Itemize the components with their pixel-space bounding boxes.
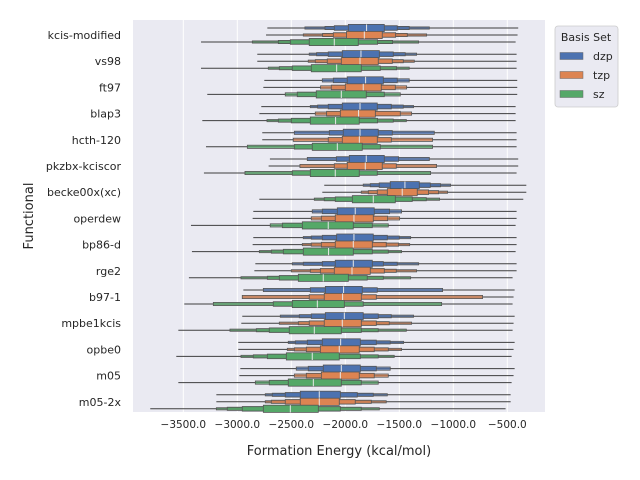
boxen-tzp-vs98 bbox=[257, 57, 517, 66]
boxen-tzp-becke00x(xc) bbox=[322, 188, 527, 197]
box-iqr bbox=[342, 128, 379, 137]
boxen-dzp-ft97 bbox=[264, 76, 518, 85]
y-tick-label: rge2 bbox=[96, 265, 121, 278]
boxen-dzp-opbe0 bbox=[238, 338, 515, 347]
boxen-sz-rge2 bbox=[188, 273, 513, 282]
x-axis-ticks: −3500.0 −3000.0 −2500.0 −2000.0 −1500.0 −1000… bbox=[161, 419, 527, 431]
legend-label-tzp: tzp bbox=[593, 69, 610, 82]
boxen-sz-m05 bbox=[178, 378, 512, 387]
boxen-tzp-bp86-d bbox=[252, 240, 517, 249]
y-tick-label: m05 bbox=[96, 370, 121, 383]
boxen-tzp-kcis-modified bbox=[266, 30, 518, 39]
boxen-sz-vs98 bbox=[201, 64, 517, 73]
boxen-sz-mpbe1kcis bbox=[178, 326, 513, 335]
box-iqr bbox=[299, 390, 341, 399]
boxen-tzp-m05 bbox=[239, 371, 514, 380]
boxen-marks bbox=[150, 23, 527, 413]
boxen-sz-m05-2x bbox=[150, 404, 506, 413]
boxen-dzp-vs98 bbox=[257, 50, 517, 59]
y-tick-label: bp86-d bbox=[82, 239, 121, 252]
boxen-tzp-opbe0 bbox=[238, 345, 514, 354]
legend-label-dzp: dzp bbox=[593, 50, 613, 63]
y-tick-label: kcis-modified bbox=[48, 29, 121, 42]
box-iqr bbox=[291, 299, 345, 308]
boxen-dzp-m05-2x bbox=[216, 390, 511, 399]
y-tick-label: becke00x(xc) bbox=[47, 186, 121, 199]
boxen-tzp-pkzbx-kciscor bbox=[268, 161, 519, 170]
boxen-dzp-m05 bbox=[240, 364, 515, 373]
boxen-sz-kcis-modified bbox=[201, 38, 516, 47]
legend-frame bbox=[554, 25, 619, 108]
boxen-tzp-rge2 bbox=[254, 266, 517, 275]
boxen-sz-pkzbx-kciscor bbox=[203, 168, 517, 177]
x-tick-label: −2000.0 bbox=[323, 419, 369, 431]
y-tick-label: m05-2x bbox=[79, 396, 122, 409]
boxen-dzp-b97-1 bbox=[243, 285, 515, 294]
box-iqr bbox=[339, 109, 376, 118]
box-iqr bbox=[336, 207, 375, 216]
boxen-dzp-pkzbx-kciscor bbox=[269, 154, 519, 163]
boxen-tzp-b97-1 bbox=[241, 292, 514, 301]
x-tick-label: −2500.0 bbox=[269, 419, 315, 431]
x-axis-label: Formation Energy (kcal/mol) bbox=[247, 444, 431, 459]
y-tick-label: operdew bbox=[73, 212, 121, 225]
boxen-dzp-bp86-d bbox=[253, 233, 517, 242]
y-tick-label: opbe0 bbox=[87, 343, 121, 356]
boxen-sz-ft97 bbox=[207, 90, 518, 99]
x-tick-label: −3000.0 bbox=[215, 419, 261, 431]
y-tick-label: blap3 bbox=[90, 108, 121, 121]
boxen-sz-b97-1 bbox=[184, 299, 513, 308]
boxen-dzp-operdew bbox=[253, 207, 517, 216]
y-axis-label: Functional bbox=[22, 183, 37, 250]
legend-swatch-tzp bbox=[559, 71, 584, 79]
boxen-tzp-operdew bbox=[252, 214, 517, 223]
box-iqr bbox=[285, 352, 340, 361]
boxen-dzp-rge2 bbox=[255, 259, 517, 268]
boxen-dzp-becke00x(xc) bbox=[324, 181, 527, 190]
legend-title: Basis Set bbox=[561, 31, 612, 44]
x-tick-label: −500.0 bbox=[488, 419, 527, 431]
box-iqr bbox=[309, 116, 360, 125]
boxen-tzp-m05-2x bbox=[216, 397, 511, 406]
y-tick-label: vs98 bbox=[95, 55, 121, 68]
boxen-sz-bp86-d bbox=[191, 247, 516, 256]
box-iqr bbox=[319, 345, 360, 354]
box-iqr bbox=[287, 378, 342, 387]
boxen-sz-blap3 bbox=[202, 116, 516, 125]
legend-swatch-dzp bbox=[559, 52, 584, 60]
legend: Basis Set dzp tzp sz bbox=[554, 25, 619, 108]
boxen-sz-hcth-120 bbox=[205, 142, 517, 151]
boxen-dzp-blap3 bbox=[261, 102, 516, 111]
legend-label-sz: sz bbox=[593, 88, 605, 101]
boxen-sz-becke00x(xc) bbox=[259, 195, 524, 204]
box-iqr bbox=[288, 326, 342, 335]
box-iqr bbox=[348, 154, 385, 163]
boxen-sz-operdew bbox=[190, 221, 516, 230]
y-axis-ticks: kcis-modified vs98 ft97 blap3 hcth-120 pkzbx-… bbox=[46, 29, 122, 409]
y-tick-label: hcth-120 bbox=[72, 134, 121, 147]
x-tick-label: −3500.0 bbox=[161, 419, 207, 431]
x-tick-label: −1000.0 bbox=[431, 419, 477, 431]
y-tick-label: ft97 bbox=[99, 81, 121, 94]
box-iqr bbox=[321, 338, 361, 347]
legend-swatch-sz bbox=[559, 90, 584, 98]
boxen-dzp-hcth-120 bbox=[262, 128, 517, 137]
y-tick-label: mpbe1kcis bbox=[61, 317, 121, 330]
boxen-tzp-blap3 bbox=[259, 109, 516, 118]
y-tick-label: pkzbx-kciscor bbox=[46, 160, 122, 173]
box-iqr bbox=[351, 195, 396, 204]
box-iqr bbox=[308, 38, 359, 47]
y-tick-label: b97-1 bbox=[89, 291, 121, 304]
boxen-tzp-mpbe1kcis bbox=[241, 319, 514, 328]
boxen-sz-opbe0 bbox=[176, 352, 512, 361]
boxen-tzp-hcth-120 bbox=[262, 135, 517, 144]
x-tick-label: −1500.0 bbox=[377, 419, 423, 431]
box-iqr bbox=[346, 161, 383, 170]
box-iqr bbox=[336, 233, 374, 242]
